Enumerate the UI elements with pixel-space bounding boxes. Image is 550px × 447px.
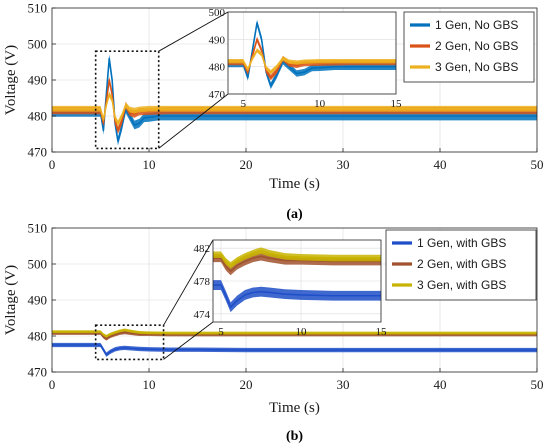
panel-a-inset-x-tick-label: 10 — [314, 98, 326, 110]
panel-a-x-axis-title: Time (s) — [269, 176, 320, 192]
panel-b-legend-label-2: 2 Gen, with GBS — [417, 257, 506, 271]
panel-b-y-tick-label: 510 — [28, 221, 48, 236]
panel-b-inset-y-tick-label: 482 — [194, 243, 211, 255]
panel-b-y-tick-label: 480 — [28, 329, 48, 344]
panel-a-y-tick-label: 490 — [28, 73, 48, 88]
panel-a-x-tick-label: 10 — [143, 157, 156, 172]
panel-a-inset-y-tick-label: 470 — [209, 89, 226, 101]
panel-b-y-tick-label: 470 — [28, 365, 48, 380]
panel-b-legend-label-3: 3 Gen, with GBS — [417, 278, 506, 292]
panel-a-inset-axes-box — [227, 11, 397, 95]
panel-a-inset-y-tick-label: 480 — [209, 62, 226, 74]
panel-b-legend-label-1: 1 Gen, with GBS — [417, 236, 506, 250]
panel-b-series-1-series-group — [52, 342, 537, 357]
panel-a-x-tick-label: 40 — [434, 157, 447, 172]
panel-a-legend-label-2: 2 Gen, No GBS — [435, 39, 518, 53]
panel-b-inset-axes-box — [212, 239, 382, 323]
panel-a-inset-y-tick-label: 500 — [209, 7, 226, 19]
panel-a-y-tick-label: 510 — [28, 1, 48, 16]
panel-a-series-3-line — [52, 93, 537, 124]
panel-a-zoom-connector-top — [158, 11, 229, 52]
panel-b-inset: 5 10 15 474 478 482 — [194, 239, 388, 338]
panel-b-inset-series-1-series-group — [213, 280, 381, 313]
panel-a-inset-series-1-line — [228, 22, 396, 87]
panel-b-zoom-region-box — [94, 324, 165, 361]
panel-b-inset-x-tick-label: 5 — [218, 326, 224, 338]
panel-a-x-tick-label: 0 — [49, 157, 56, 172]
panel-b-x-tick-label: 20 — [240, 377, 253, 392]
panel-a-inset-x-tick-label: 5 — [241, 98, 247, 110]
panel-a-inset: 5 10 15 470 480 490 500 — [209, 7, 403, 110]
panel-b-x-tick-label: 50 — [531, 377, 544, 392]
panel-a-y-tick-label: 500 — [28, 37, 48, 52]
panel-b-y-axis-title: Voltage (V) — [3, 265, 19, 335]
panel-a-inset-series-3-line — [228, 49, 396, 73]
panel-b-zoom-connector-top — [163, 239, 214, 326]
panel-a-series-3-series-group — [52, 91, 537, 127]
panel-a-x-tick-label: 20 — [240, 157, 253, 172]
panel-b-zoom-connector-bottom — [163, 321, 214, 360]
panel-a-inset-series-3-series-group — [228, 48, 396, 75]
panel-b-inset-y-tick-label: 474 — [194, 309, 211, 321]
panel-b-legend: 1 Gen, with GBS 2 Gen, with GBS 3 Gen, wit… — [385, 229, 537, 301]
panel-b-inset-y-tick-label: 478 — [194, 276, 211, 288]
panel-a-y-axis-title: Voltage (V) — [3, 45, 19, 115]
panel-a-y-tick-label: 470 — [28, 145, 48, 160]
panel-b-x-tick-label: 40 — [434, 377, 447, 392]
panel-a-legend-label-1: 1 Gen, No GBS — [435, 18, 518, 32]
panel-a-legend: 1 Gen, No GBS 2 Gen, No GBS 3 Gen, No GBS — [403, 11, 535, 83]
panel-a-inset-y-tick-label: 490 — [209, 34, 226, 46]
panel-b-y-tick-label: 500 — [28, 257, 48, 272]
panel-b-panel-label: (b) — [286, 429, 303, 444]
panel-a-x-tick-label: 50 — [531, 157, 544, 172]
panel-a-series-1-line — [52, 57, 537, 142]
panel-b-x-tick-label: 0 — [49, 377, 56, 392]
panel-b-y-tick-label: 490 — [28, 293, 48, 308]
panel-b-x-tick-label: 10 — [143, 377, 156, 392]
panel-b-inset-series-3-series-group — [213, 247, 381, 269]
panel-a-x-tick-label: 30 — [337, 157, 350, 172]
panel-b-series-3-series-group — [52, 328, 537, 338]
panel-a-y-tick-label: 480 — [28, 109, 48, 124]
panel-b-x-tick-label: 30 — [337, 377, 350, 392]
panel-b-inset-x-tick-label: 10 — [296, 326, 308, 338]
panel-b-inset-x-tick-label: 15 — [376, 326, 388, 338]
panel-b-x-axis-title: Time (s) — [269, 400, 320, 416]
panel-a-inset-x-tick-label: 15 — [391, 98, 403, 110]
panel-a-zoom-connector-bottom — [158, 93, 229, 149]
panel-a-panel-label: (a) — [286, 207, 303, 222]
panel-b-inset-series-1-band — [213, 280, 381, 313]
panel-a-legend-label-3: 3 Gen, No GBS — [435, 60, 518, 74]
panel-a-zoom-region-box — [94, 50, 160, 150]
